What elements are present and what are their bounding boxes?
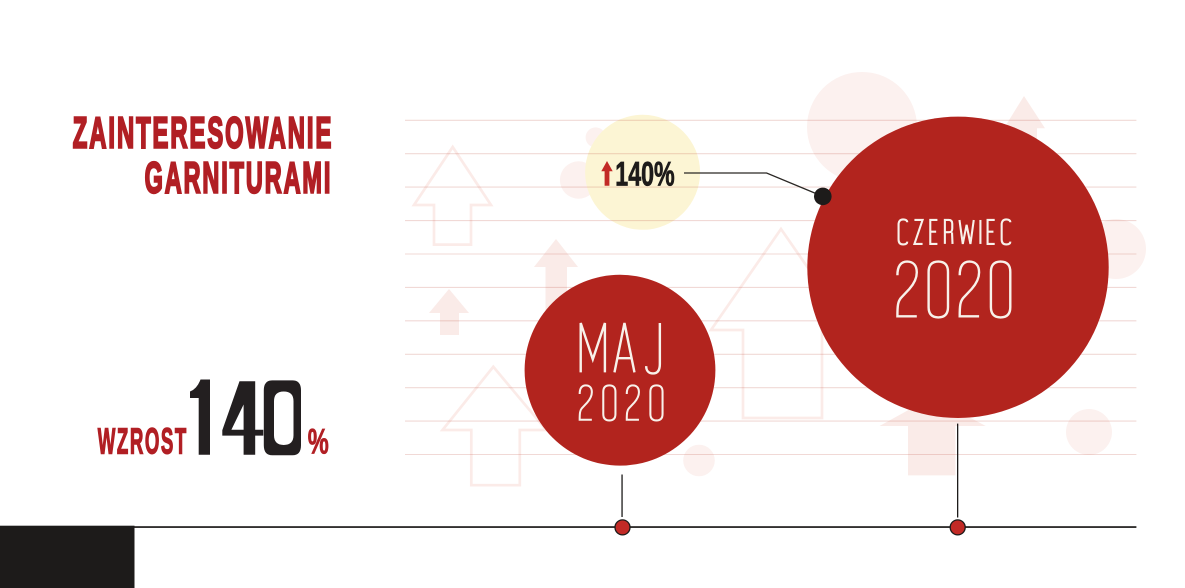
svg-text:GARNITURAMI: GARNITURAMI [145,155,333,203]
svg-text:%: % [308,423,329,462]
svg-text:WZROST: WZROST [98,420,188,461]
svg-text:ZAINTERESOWANIE: ZAINTERESOWANIE [73,110,334,158]
svg-text:140%: 140% [615,156,674,194]
